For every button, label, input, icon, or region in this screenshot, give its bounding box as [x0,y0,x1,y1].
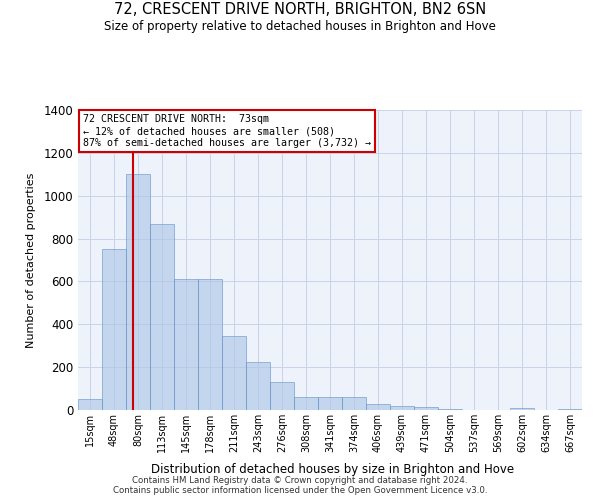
Bar [150,224,174,410]
Bar [510,408,534,410]
Bar [294,397,318,410]
Bar [78,400,102,410]
Bar [174,280,198,410]
Bar [414,408,438,410]
Text: Size of property relative to detached houses in Brighton and Hove: Size of property relative to detached ho… [104,20,496,33]
Text: 72, CRESCENT DRIVE NORTH, BRIGHTON, BN2 6SN: 72, CRESCENT DRIVE NORTH, BRIGHTON, BN2 … [114,2,486,18]
Bar [318,396,342,410]
Bar [126,174,150,410]
Bar [558,409,582,410]
Text: 72 CRESCENT DRIVE NORTH:  73sqm
← 12% of detached houses are smaller (508)
87% o: 72 CRESCENT DRIVE NORTH: 73sqm ← 12% of … [83,114,371,148]
Bar [390,406,414,410]
Bar [246,362,270,410]
Bar [270,382,294,410]
Bar [438,408,462,410]
Text: Contains HM Land Registry data © Crown copyright and database right 2024.: Contains HM Land Registry data © Crown c… [132,476,468,485]
Text: Contains public sector information licensed under the Open Government Licence v3: Contains public sector information licen… [113,486,487,495]
Bar [366,404,390,410]
Bar [222,336,246,410]
Text: Distribution of detached houses by size in Brighton and Hove: Distribution of detached houses by size … [151,462,515,475]
Bar [342,396,366,410]
Y-axis label: Number of detached properties: Number of detached properties [26,172,37,348]
Bar [198,280,222,410]
Bar [102,250,126,410]
